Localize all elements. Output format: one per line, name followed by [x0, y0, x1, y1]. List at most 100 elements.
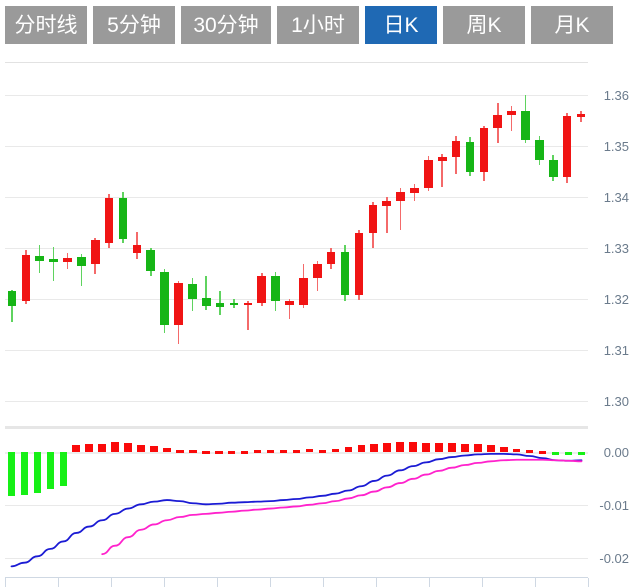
candle-body — [285, 301, 294, 305]
candle-body — [548, 160, 558, 177]
x-axis-tick — [111, 578, 112, 587]
candle-body — [410, 187, 419, 193]
x-axis-tick — [270, 578, 271, 587]
macd-histogram-bar — [551, 452, 560, 456]
macd-histogram-bar — [240, 450, 249, 454]
price-gridline — [5, 350, 588, 351]
price-gridline — [5, 299, 588, 300]
macd-histogram-bar — [461, 443, 469, 453]
macd-line-dif — [10, 452, 583, 568]
price-axis-label: 1.33 — [603, 241, 629, 256]
x-axis-tick — [482, 578, 483, 587]
candle-body — [354, 232, 364, 295]
candle-body — [465, 141, 475, 173]
macd-histogram-bar — [7, 452, 16, 496]
macd-histogram-bar — [383, 442, 391, 453]
macd-histogram-bar — [59, 452, 68, 487]
candle-wick — [510, 106, 513, 131]
candle-body — [132, 245, 142, 253]
macd-line-overlay — [10, 452, 583, 568]
candle-body — [396, 191, 405, 201]
candle-body — [326, 251, 336, 265]
x-axis-tick — [588, 578, 589, 587]
macd-histogram-bar — [111, 441, 119, 453]
macd-histogram-bar — [370, 443, 378, 453]
tab-6[interactable]: 周K — [443, 6, 525, 44]
tab-1[interactable]: 分时线 — [5, 6, 87, 44]
macd-histogram-bar — [500, 446, 508, 453]
price-axis-label: 1.32 — [603, 292, 629, 307]
candle-wick — [385, 196, 388, 233]
macd-histogram-bar — [448, 443, 456, 453]
tab-4[interactable]: 1小时 — [277, 6, 359, 44]
macd-histogram-bar — [266, 450, 275, 454]
macd-histogram-bar — [474, 444, 482, 453]
macd-histogram-bar — [344, 446, 353, 453]
x-axis-baseline — [5, 577, 588, 578]
price-axis-label: 1.36 — [603, 88, 629, 103]
price-gridline — [5, 197, 588, 198]
macd-gridline — [5, 452, 588, 454]
macd-histogram-bar — [72, 445, 80, 453]
macd-histogram-bar — [20, 452, 29, 495]
candle-body — [535, 139, 544, 161]
candle-wick — [288, 298, 291, 320]
candle-body — [229, 302, 239, 306]
price-panel-top-border — [5, 62, 588, 63]
x-axis-tick — [58, 578, 59, 587]
macd-histogram-bar — [163, 448, 171, 453]
candle-body — [160, 272, 169, 326]
candle-body — [382, 200, 392, 207]
macd-histogram-bar — [435, 443, 443, 453]
candle-body — [243, 302, 253, 306]
candle-body — [576, 114, 586, 118]
candle-body — [90, 240, 100, 265]
macd-histogram-bar — [98, 443, 106, 453]
x-axis-tick — [376, 578, 377, 587]
candle-body — [313, 264, 322, 279]
macd-histogram-bar — [577, 452, 586, 456]
macd-gridline — [5, 505, 588, 506]
candle-body — [451, 140, 461, 158]
candle-body — [437, 157, 447, 162]
macd-histogram-bar — [85, 444, 93, 453]
panel-divider — [5, 426, 588, 429]
macd-histogram-bar — [422, 442, 430, 453]
macd-axis-label: -0.01 — [599, 498, 629, 513]
macd-histogram-bar — [538, 450, 547, 454]
candle-wick — [136, 231, 138, 259]
candle-body — [35, 256, 44, 261]
macd-histogram-bar — [409, 442, 417, 453]
candle-body — [146, 250, 156, 271]
macd-histogram-bar — [525, 449, 534, 453]
candle-body — [201, 297, 211, 307]
price-gridline — [5, 95, 588, 96]
x-axis-tick — [535, 578, 536, 587]
macd-histogram-bar — [396, 442, 404, 453]
candle-body — [49, 259, 58, 263]
tab-7[interactable]: 月K — [531, 6, 613, 44]
price-axis-label: 1.35 — [603, 139, 629, 154]
tab-5[interactable]: 日K — [365, 6, 437, 44]
candle-body — [21, 255, 31, 302]
chart-canvas: 1.36 1.35 1.34 1.33 1.32 1.31 1.30 0.00 -0.01 -0.… — [0, 50, 633, 587]
candle-body — [7, 291, 17, 307]
x-axis-tick — [5, 578, 6, 587]
tab-2[interactable]: 5分钟 — [93, 6, 175, 44]
price-axis-label: 1.31 — [603, 343, 629, 358]
candle-body — [215, 302, 225, 308]
macd-histogram-bar — [227, 450, 236, 454]
x-axis-tick — [164, 578, 165, 587]
candle-body — [188, 284, 197, 299]
macd-histogram-bar — [124, 443, 132, 453]
candle-wick — [205, 275, 208, 310]
tab-3[interactable]: 30分钟 — [181, 6, 271, 44]
timeframe-tab-bar: 分时线 5分钟 30分钟 1小时 日K 周K 月K — [0, 0, 633, 50]
macd-histogram-bar — [215, 450, 223, 454]
candle-body — [63, 258, 72, 263]
candle-body — [493, 115, 503, 129]
macd-histogram-bar — [331, 448, 340, 453]
candle-body — [77, 256, 86, 266]
candle-body — [521, 111, 530, 140]
